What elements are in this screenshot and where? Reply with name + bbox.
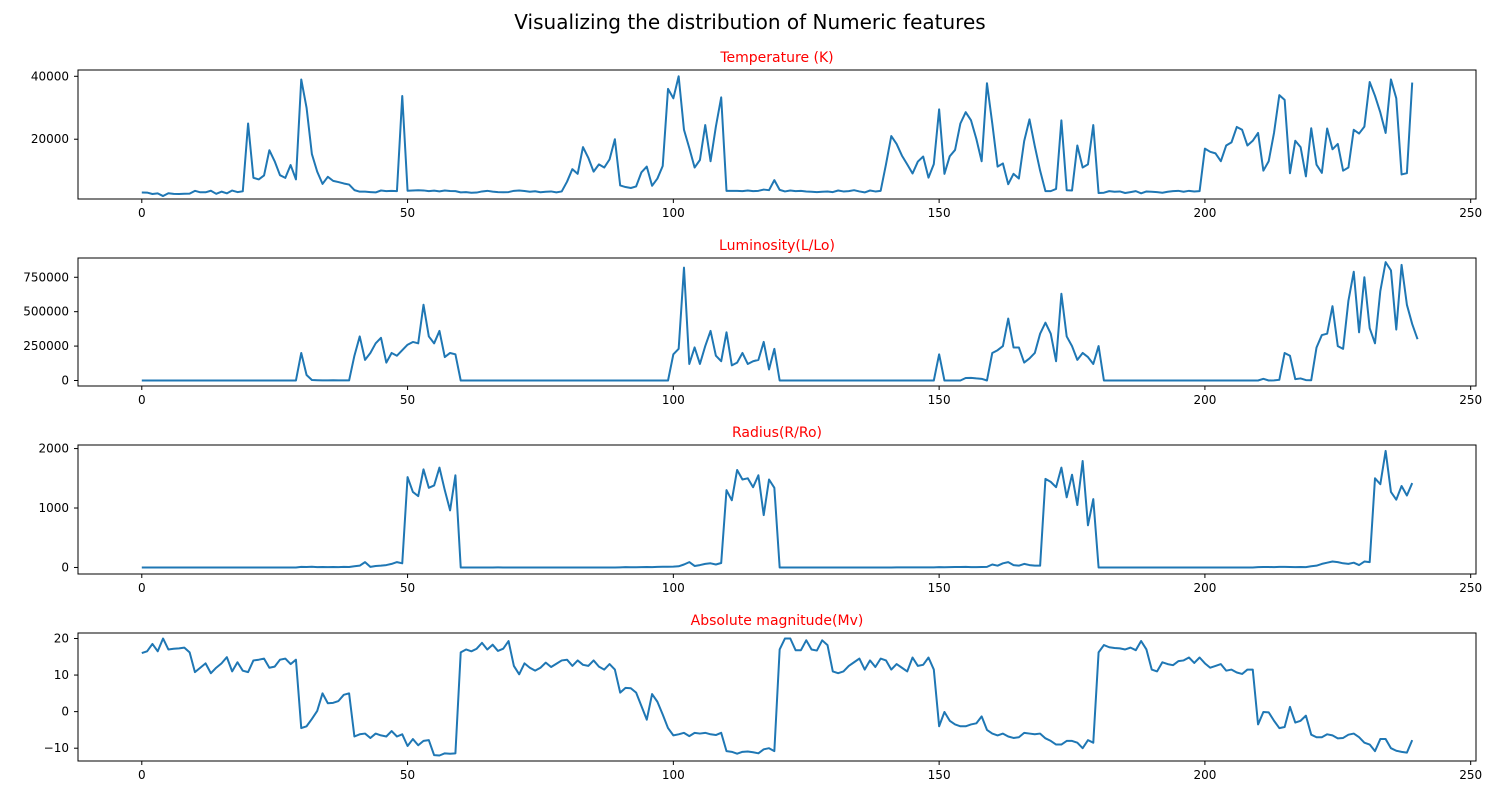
x-tick-label: 0 [138,581,146,595]
axes-frame [77,257,1477,387]
x-tick-label: 250 [1459,768,1482,782]
y-tick-label: 40000 [31,69,69,83]
y-tick-label: 250000 [23,339,69,353]
axes-frame [77,69,1477,200]
subplot-0: Temperature (K) 0 50 100 150 200 250 20000 40000 [31,50,1482,220]
series-line [141,449,1414,569]
y-tick-label: 20 [54,631,69,645]
subplot-title: Radius(R/Ro) [732,425,822,441]
series-line [141,637,1414,757]
series-line [141,75,1414,198]
subplot-1: Luminosity(L/Lo) 0 50 100 150 200 250 0 250000 50… [23,238,1482,407]
x-tick-label: 250 [1459,206,1482,220]
subplot-2: Radius(R/Ro) 0 50 100 150 200 250 0 1000 2000 [38,425,1482,595]
figure-suptitle: Visualizing the distribution of Numeric … [514,10,986,34]
x-tick-label: 0 [138,393,146,407]
axes-frame [77,444,1477,575]
x-tick-label: 200 [1193,768,1216,782]
x-tick-label: 0 [138,768,146,782]
series-line [141,261,1419,382]
x-tick-label: 250 [1459,581,1482,595]
x-tick-label: 100 [662,206,685,220]
x-tick-label: 0 [138,206,146,220]
x-tick-label: 150 [928,768,951,782]
y-tick-label: 2000 [38,442,69,456]
x-tick-label: 50 [400,206,415,220]
y-tick-label: −10 [44,741,69,755]
x-tick-label: 100 [662,768,685,782]
y-tick-label: 0 [61,705,69,719]
y-tick-label: 750000 [23,270,69,284]
x-tick-label: 250 [1459,393,1482,407]
x-tick-label: 50 [400,393,415,407]
y-tick-label: 500000 [23,305,69,319]
x-tick-label: 150 [928,393,951,407]
y-tick-label: 0 [61,373,69,387]
x-tick-label: 50 [400,581,415,595]
subplot-3: Absolute magnitude(Mv)0 50 100 150 200 250−10… [44,613,1482,782]
x-tick-label: 50 [400,768,415,782]
x-tick-label: 100 [662,581,685,595]
x-tick-label: 200 [1193,581,1216,595]
y-tick-label: 0 [61,560,69,574]
x-tick-label: 200 [1193,206,1216,220]
x-tick-label: 150 [928,206,951,220]
y-tick-label: 20000 [31,132,69,146]
x-tick-label: 200 [1193,393,1216,407]
y-tick-label: 1000 [38,501,69,515]
subplot-title: Temperature (K) [719,50,833,66]
subplot-title: Luminosity(L/Lo) [719,238,835,254]
y-tick-label: 10 [54,668,69,682]
axes-frame [77,632,1477,762]
x-tick-label: 150 [928,581,951,595]
subplot-title: Absolute magnitude(Mv) [691,613,864,629]
x-tick-label: 100 [662,393,685,407]
